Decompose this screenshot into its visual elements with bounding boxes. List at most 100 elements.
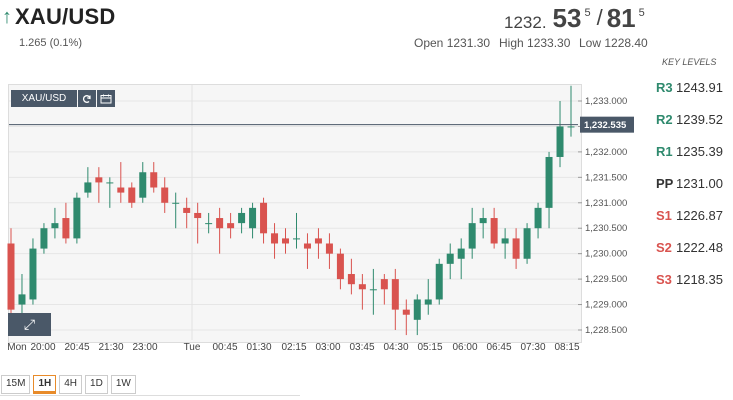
symbol-header: ↑ XAU/USD bbox=[2, 4, 115, 30]
candle-body bbox=[424, 299, 432, 305]
level-r3: R3 1243.91 bbox=[656, 71, 733, 103]
candle-body bbox=[347, 274, 355, 285]
x-tick-label: 06:45 bbox=[486, 342, 511, 353]
price-change: 1.265 (0.1%) bbox=[19, 37, 82, 49]
low-value: Low 1228.40 bbox=[579, 36, 648, 50]
x-tick-label: Tue bbox=[184, 342, 201, 353]
open-value: Open 1231.30 bbox=[414, 36, 491, 50]
level-name: R3 bbox=[656, 79, 673, 95]
candle-body bbox=[457, 248, 465, 259]
bid-pips: 53 bbox=[552, 3, 582, 33]
candle-body bbox=[216, 218, 224, 229]
level-name: S1 bbox=[656, 207, 672, 223]
bid-integer: 1232. bbox=[504, 13, 547, 32]
bottom-divider bbox=[0, 395, 300, 396]
x-tick-label: 23:00 bbox=[132, 342, 157, 353]
x-tick-label: 20:45 bbox=[64, 342, 89, 353]
candle-body bbox=[249, 207, 257, 229]
candle-body bbox=[534, 207, 542, 229]
level-s3: S3 1218.35 bbox=[656, 263, 733, 295]
y-tick-label: 1,232.000 bbox=[585, 147, 627, 158]
y-tick-label: 1,230.500 bbox=[585, 223, 627, 234]
level-value: 1218.35 bbox=[676, 271, 723, 287]
x-tick-label: 00:45 bbox=[212, 342, 237, 353]
level-value: 1231.00 bbox=[676, 175, 723, 191]
candle-body bbox=[271, 233, 279, 244]
candle-body bbox=[106, 182, 114, 184]
x-tick-label: 02:15 bbox=[281, 342, 306, 353]
candle-body bbox=[29, 248, 37, 300]
x-tick-label: 07:30 bbox=[520, 342, 545, 353]
calendar-icon[interactable] bbox=[97, 90, 115, 107]
x-tick-label: 03:45 bbox=[349, 342, 374, 353]
expand-chart-icon[interactable]: ⤢ bbox=[8, 313, 51, 336]
candle-body bbox=[18, 294, 26, 305]
timeframe-1w[interactable]: 1W bbox=[110, 375, 136, 394]
candle-body bbox=[567, 126, 575, 128]
candle-body bbox=[51, 223, 59, 229]
key-levels-title: KEY LEVELS bbox=[662, 57, 717, 67]
y-tick-label: 1,231.000 bbox=[585, 198, 627, 209]
candle-body bbox=[380, 279, 388, 290]
chart-symbol-button[interactable]: XAU/USD bbox=[11, 90, 77, 107]
high-value: High 1233.30 bbox=[499, 36, 571, 50]
y-tick-label: 1,233.000 bbox=[585, 96, 627, 107]
ask-fraction: 5 bbox=[638, 7, 645, 19]
candle-body bbox=[358, 284, 366, 290]
y-tick-label: 1,229.500 bbox=[585, 274, 627, 285]
x-tick-label: 08:15 bbox=[554, 342, 579, 353]
candle-body bbox=[545, 156, 553, 208]
timeframe-1h[interactable]: 1H bbox=[33, 375, 57, 394]
arrow-up-icon: ↑ bbox=[2, 6, 12, 28]
candle-body bbox=[117, 187, 125, 193]
candle-body bbox=[227, 223, 235, 229]
chart-area[interactable] bbox=[8, 84, 582, 343]
candle-body bbox=[369, 289, 377, 291]
candle-body bbox=[402, 309, 410, 315]
y-tick-label: 1,231.500 bbox=[585, 172, 627, 183]
level-value: 1222.48 bbox=[676, 239, 723, 255]
candle-body bbox=[62, 218, 70, 239]
x-tick-label: 01:30 bbox=[246, 342, 271, 353]
level-r2: R2 1239.52 bbox=[656, 103, 733, 135]
refresh-icon[interactable] bbox=[78, 90, 96, 107]
x-tick-label: 20:00 bbox=[30, 342, 55, 353]
quote-separator: / bbox=[596, 5, 603, 30]
x-tick-label: 04:30 bbox=[383, 342, 408, 353]
y-tick-label: 1,228.500 bbox=[585, 325, 627, 336]
candle-body bbox=[435, 263, 443, 300]
key-levels-panel: KEY LEVELS R3 1243.91 R2 1239.52 R1 1235.39… bbox=[656, 57, 733, 295]
candle-body bbox=[325, 243, 333, 254]
candle-body bbox=[446, 253, 454, 264]
candle-body bbox=[413, 299, 421, 320]
level-value: 1235.39 bbox=[676, 143, 723, 159]
x-tick-label: 03:00 bbox=[315, 342, 340, 353]
level-name: PP bbox=[656, 175, 674, 191]
candle-body bbox=[183, 207, 191, 213]
candle-body bbox=[150, 172, 158, 188]
level-value: 1239.52 bbox=[676, 111, 723, 127]
candle-body bbox=[260, 202, 268, 234]
level-value: 1243.91 bbox=[676, 79, 723, 95]
timeframe-selector: 15M 1H 4H 1D 1W bbox=[1, 375, 139, 394]
level-r1: R1 1235.39 bbox=[656, 135, 733, 167]
timeframe-1d[interactable]: 1D bbox=[85, 375, 108, 394]
symbol-title: XAU/USD bbox=[15, 4, 116, 29]
x-tick-label: 21:30 bbox=[98, 342, 123, 353]
candle-body bbox=[336, 253, 344, 280]
level-pp: PP 1231.00 bbox=[656, 167, 733, 199]
level-s1: S1 1226.87 bbox=[656, 199, 733, 231]
level-s2: S2 1222.48 bbox=[656, 231, 733, 263]
y-tick-label: 1,229.000 bbox=[585, 300, 627, 311]
candle-body bbox=[194, 212, 202, 219]
timeframe-4h[interactable]: 4H bbox=[59, 375, 83, 394]
candle-body bbox=[512, 238, 520, 259]
candle-body bbox=[314, 238, 322, 244]
bid-fraction: 5 bbox=[584, 7, 591, 19]
candle-body bbox=[523, 228, 531, 259]
timeframe-15m[interactable]: 15M bbox=[1, 375, 31, 394]
candle-body bbox=[292, 238, 300, 240]
bid-ask-quote: 1232. 53 5 / 81 5 bbox=[504, 3, 645, 34]
y-tick-label: 1,230.000 bbox=[585, 249, 627, 260]
